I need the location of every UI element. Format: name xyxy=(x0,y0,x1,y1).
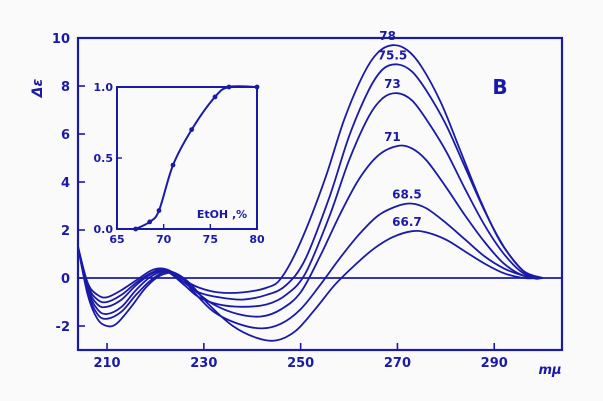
inset-y-tick-label: 0.5 xyxy=(94,152,114,165)
inset-point xyxy=(189,127,195,132)
series-label: 66.7 xyxy=(392,215,422,229)
inset-y-tick-label: 0.0 xyxy=(94,223,114,236)
x-axis-label: mμ xyxy=(538,363,561,378)
y-tick-label: 4 xyxy=(61,176,70,191)
series-line-78 xyxy=(77,44,543,299)
inset-x-tick-label: 70 xyxy=(156,233,172,246)
series-label: 68.5 xyxy=(392,188,422,202)
main-plot-frame xyxy=(76,36,564,352)
x-tick-label: 290 xyxy=(481,356,508,371)
inset-point xyxy=(212,94,218,100)
y-tick-label: -2 xyxy=(56,320,70,335)
panel-label: B xyxy=(492,75,507,99)
inset-y-tick-label: 1.0 xyxy=(94,81,114,94)
y-tick-label: 8 xyxy=(61,80,70,95)
y-axis-label: Δε xyxy=(30,78,46,98)
series-line-71 xyxy=(77,144,543,318)
series-line-66.7 xyxy=(77,229,543,342)
series-line-68.5 xyxy=(77,202,543,330)
y-tick-label: 2 xyxy=(61,224,70,239)
main-plot: 210 230 250 270 290 -2 0 2 4 6 8 10 Δε mμ B 78 75.5 73 71 6… xyxy=(30,29,564,378)
x-tick-label: 210 xyxy=(93,356,120,371)
x-tick-label: 250 xyxy=(287,356,314,371)
inset-point xyxy=(147,219,153,225)
series-label: 73 xyxy=(384,77,401,91)
y-tick-label: 0 xyxy=(61,272,70,287)
inset-x-tick-label: 75 xyxy=(203,233,218,246)
inset-point xyxy=(170,162,176,168)
inset-point xyxy=(254,84,260,90)
inset-plot: 65 70 75 80 0.0 0.5 1.0 EtOH ,% xyxy=(94,81,265,246)
series-label: 71 xyxy=(384,130,401,144)
inset-point xyxy=(156,208,162,213)
series-label: 75.5 xyxy=(378,48,408,62)
series-line-73 xyxy=(77,92,543,309)
series-label: 78 xyxy=(379,29,396,43)
inset-frame xyxy=(116,86,258,230)
series-line-75.5 xyxy=(77,63,543,304)
inset-x-axis-label: EtOH ,% xyxy=(197,208,247,221)
y-tick-label: 6 xyxy=(61,128,70,143)
x-tick-label: 230 xyxy=(190,356,217,371)
inset-x-tick-label: 65 xyxy=(109,233,124,246)
inset-point xyxy=(226,84,232,90)
x-tick-label: 270 xyxy=(384,356,411,371)
inset-x-tick-label: 80 xyxy=(249,233,265,246)
y-tick-label: 10 xyxy=(52,32,70,47)
inset-point xyxy=(133,226,139,232)
